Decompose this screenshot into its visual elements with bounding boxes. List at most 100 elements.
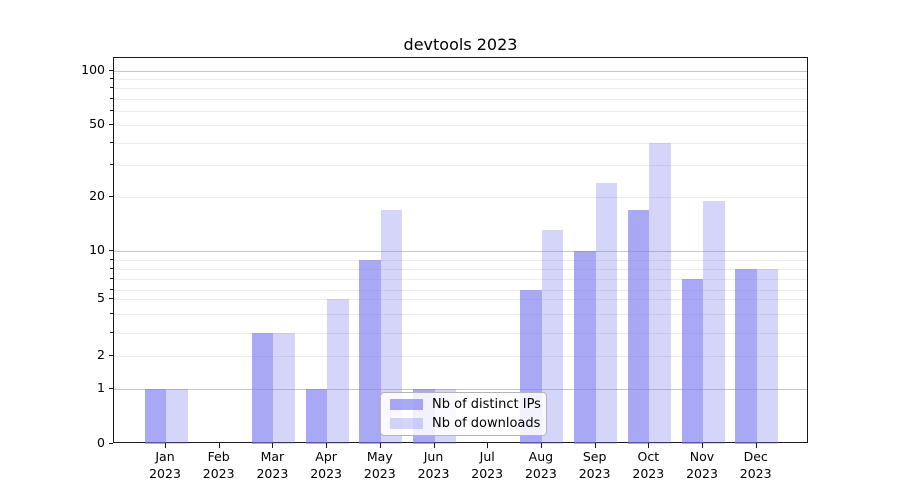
y-tickmark-5 (109, 298, 113, 299)
x-tickmark-aug (540, 443, 542, 448)
x-tick-year: 2023 (310, 465, 342, 481)
y-minor-tickmark-9 (110, 259, 113, 260)
x-tick-label-may-2023: May 2023 (337, 449, 423, 482)
y-gridline-minor-4 (114, 314, 807, 315)
bar-nb-of-distinct-ips-jan-2023 (144, 389, 166, 444)
y-gridline-minor-90 (114, 79, 807, 81)
y-gridline-minor-8 (114, 269, 807, 270)
legend: Nb of distinct IPs Nb of downloads (380, 392, 547, 436)
bar-nb-of-downloads-sep-2023 (595, 182, 618, 444)
x-tick-month: Jun (423, 449, 444, 464)
legend-label-distinct-ips: Nb of distinct IPs (432, 396, 541, 412)
x-tick-year: 2023 (256, 465, 289, 481)
y-tick-label-5: 5 (97, 290, 105, 305)
bar-nb-of-distinct-ips-oct-2023 (627, 209, 650, 444)
y-gridline-major-10 (114, 251, 807, 252)
bar-nb-of-downloads-dec-2023 (756, 269, 779, 444)
y-gridline-minor-2 (114, 356, 807, 357)
x-tick-year: 2023 (149, 465, 181, 481)
bar-nb-of-distinct-ips-may-2023 (359, 260, 381, 444)
x-tick-label-jan-2023: Jan 2023 (122, 449, 208, 482)
legend-swatch-distinct-ips (390, 399, 423, 410)
x-tick-month: Aug (528, 449, 554, 464)
y-gridline-minor-7 (114, 279, 807, 280)
bar-nb-of-distinct-ips-apr-2023 (305, 389, 328, 444)
x-tick-label-oct-2023: Oct 2023 (605, 449, 691, 482)
x-tickmark-oct (648, 443, 650, 448)
x-tickmark-nov (702, 443, 703, 448)
x-tick-label-aug-2023: Aug 2023 (498, 449, 584, 482)
x-tickmark-dec (755, 443, 757, 448)
x-tickmark-apr (326, 443, 328, 448)
x-tick-year: 2023 (471, 465, 504, 481)
y-gridline-minor-70 (114, 98, 807, 100)
x-tick-year: 2023 (739, 465, 772, 481)
x-tick-label-dec-2023: Dec 2023 (713, 449, 799, 482)
x-tickmark-jun (433, 443, 435, 448)
x-tickmark-sep (594, 443, 596, 448)
bar-nb-of-downloads-aug-2023 (541, 230, 564, 444)
legend-item-downloads: Nb of downloads (381, 415, 546, 431)
x-tick-label-mar-2023: Mar 2023 (229, 449, 315, 482)
bar-nb-of-downloads-jan-2023 (166, 389, 188, 444)
y-gridline-minor-40 (114, 142, 807, 144)
y-minor-tickmark-4 (110, 313, 113, 314)
x-tick-month: May (366, 449, 393, 464)
x-tick-month: Feb (207, 449, 230, 464)
x-tick-year: 2023 (578, 465, 611, 481)
plot-area (113, 57, 808, 444)
y-gridline-minor-30 (114, 165, 807, 167)
y-gridline-minor-5 (114, 299, 807, 300)
y-minor-tickmark-80 (110, 87, 113, 89)
y-tick-label-2: 2 (97, 347, 105, 362)
y-minor-tickmark-8 (110, 268, 113, 269)
y-minor-tickmark-40 (110, 141, 113, 143)
x-tick-month: Sep (582, 449, 607, 464)
x-tick-year: 2023 (686, 465, 718, 481)
y-minor-tickmark-6 (110, 289, 113, 290)
bar-nb-of-distinct-ips-dec-2023 (735, 269, 757, 444)
x-tick-month: Jul (479, 449, 495, 464)
y-gridline-minor-3 (114, 333, 807, 334)
y-tickmark-1 (109, 388, 113, 389)
x-tickmark-jul (487, 443, 489, 448)
x-tick-year: 2023 (417, 465, 450, 481)
x-tickmark-feb (218, 443, 220, 448)
y-minor-tickmark-7 (110, 278, 113, 279)
y-gridline-minor-9 (114, 260, 807, 261)
y-gridline-major-1 (114, 389, 807, 390)
x-tickmark-jan (165, 443, 166, 448)
y-tickmark-100 (109, 70, 113, 71)
bar-nb-of-downloads-may-2023 (380, 209, 403, 444)
y-tick-label-20: 20 (89, 187, 105, 203)
legend-item-distinct-ips: Nb of distinct IPs (381, 396, 546, 412)
y-minor-tickmark-30 (110, 164, 113, 166)
y-gridline-minor-6 (114, 290, 807, 291)
y-tick-label-10: 10 (89, 242, 105, 257)
x-tick-year: 2023 (524, 465, 557, 481)
x-tick-label-jun-2023: Jun 2023 (391, 449, 477, 482)
y-gridline-minor-80 (114, 88, 807, 90)
legend-label-downloads: Nb of downloads (432, 415, 541, 431)
x-tickmark-mar (272, 443, 274, 448)
x-tick-year: 2023 (202, 465, 235, 481)
y-gridline-minor-50 (114, 125, 807, 127)
x-tick-label-sep-2023: Sep 2023 (552, 449, 638, 482)
x-tick-month: Nov (689, 449, 715, 464)
x-tick-year: 2023 (363, 465, 396, 481)
y-tick-label-50: 50 (89, 116, 105, 132)
x-tick-month: Jan (155, 449, 175, 464)
x-tickmark-may (379, 443, 381, 448)
y-minor-tickmark-70 (110, 97, 113, 99)
y-tickmark-0 (109, 443, 113, 444)
x-tick-label-jul-2023: Jul 2023 (444, 449, 530, 482)
bar-nb-of-distinct-ips-sep-2023 (574, 251, 596, 444)
chart-title: devtools 2023 (403, 35, 518, 54)
y-tickmark-20 (109, 195, 113, 197)
y-tickmark-50 (109, 124, 113, 126)
x-tick-label-nov-2023: Nov 2023 (659, 449, 745, 482)
y-minor-tickmark-60 (110, 109, 113, 111)
x-tick-label-feb-2023: Feb 2023 (176, 449, 262, 482)
bar-nb-of-downloads-apr-2023 (327, 299, 349, 444)
